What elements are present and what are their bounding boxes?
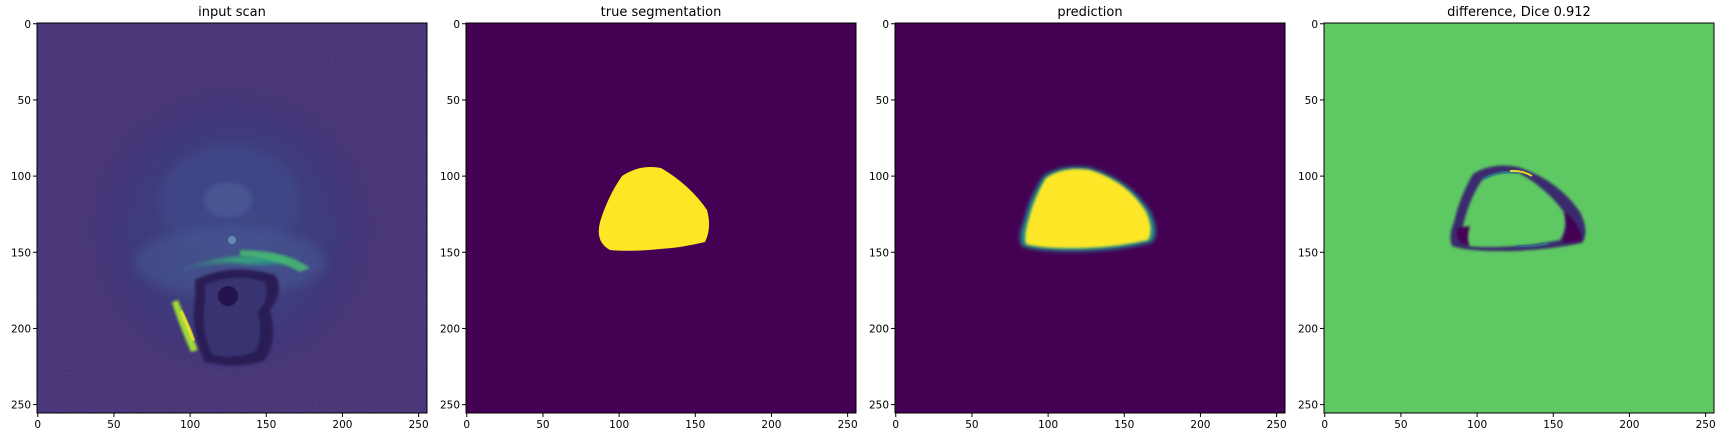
y-axis: 0 50 100 150 200 250 (11, 19, 37, 412)
panel-title: true segmentation (601, 5, 722, 20)
true-segmentation-image (466, 23, 856, 413)
x-tick-label: 250 (1696, 419, 1716, 431)
panel-title: input scan (198, 5, 266, 20)
y-tick-label: 150 (869, 247, 889, 259)
x-tick-label: 100 (1467, 419, 1487, 431)
panel-true-segmentation: true segmentation 0 50 100 150 200 250 0 50 100… (440, 5, 858, 431)
y-tick-label: 50 (876, 95, 889, 107)
y-tick-label: 250 (869, 400, 889, 412)
y-tick-label: 0 (24, 19, 31, 31)
y-tick-label: 150 (11, 247, 31, 259)
axes-frame (1323, 22, 1715, 414)
x-tick-label: 50 (1394, 419, 1407, 431)
x-tick-label: 50 (536, 419, 549, 431)
x-axis: 0 50 100 150 200 250 (34, 413, 429, 431)
y-axis: 0 50 100 150 200 250 (869, 19, 895, 412)
panel-input-scan: input scan 0 50 100 150 200 250 0 50 100 150 200 2… (11, 5, 429, 431)
y-tick-label: 100 (440, 171, 460, 183)
x-tick-label: 50 (965, 419, 978, 431)
y-axis: 0 50 100 150 200 250 (440, 19, 466, 412)
x-tick-label: 200 (1190, 419, 1210, 431)
y-tick-label: 0 (453, 19, 460, 31)
x-tick-label: 200 (332, 419, 352, 431)
y-tick-label: 0 (882, 19, 889, 31)
y-tick-label: 50 (18, 95, 31, 107)
x-tick-label: 100 (609, 419, 629, 431)
x-tick-label: 50 (107, 419, 120, 431)
prediction-mask (1025, 169, 1151, 249)
panel-title: difference, Dice 0.912 (1447, 5, 1591, 20)
x-tick-label: 150 (685, 419, 705, 431)
x-tick-label: 250 (1267, 419, 1287, 431)
y-tick-label: 50 (447, 95, 460, 107)
x-axis: 0 50 100 150 200 250 (892, 413, 1287, 431)
y-tick-label: 100 (11, 171, 31, 183)
prediction-image (895, 23, 1285, 413)
y-tick-label: 150 (440, 247, 460, 259)
axes-frame (894, 22, 1286, 414)
x-tick-label: 0 (892, 419, 899, 431)
y-tick-label: 150 (1298, 247, 1318, 259)
y-tick-label: 0 (1311, 19, 1318, 31)
y-tick-label: 100 (1298, 171, 1318, 183)
x-tick-label: 0 (1321, 419, 1328, 431)
y-tick-label: 200 (440, 323, 460, 335)
y-tick-label: 250 (11, 400, 31, 412)
panel-title: prediction (1057, 5, 1122, 20)
y-tick-label: 250 (440, 400, 460, 412)
x-tick-label: 0 (34, 419, 41, 431)
axes-frame (36, 22, 428, 414)
difference-image (1324, 23, 1714, 413)
x-tick-label: 200 (1619, 419, 1639, 431)
x-axis: 0 50 100 150 200 250 (463, 413, 858, 431)
x-tick-label: 200 (761, 419, 781, 431)
x-tick-label: 250 (838, 419, 858, 431)
x-tick-label: 250 (409, 419, 429, 431)
y-tick-label: 250 (1298, 400, 1318, 412)
axes-frame (465, 22, 857, 414)
y-axis: 0 50 100 150 200 250 (1298, 19, 1324, 412)
y-tick-label: 50 (1305, 95, 1318, 107)
y-tick-label: 200 (11, 323, 31, 335)
y-tick-label: 200 (869, 323, 889, 335)
x-axis: 0 50 100 150 200 250 (1321, 413, 1716, 431)
input-scan-image (37, 23, 427, 413)
panel-prediction: prediction 0 50 100 150 200 250 0 50 100 150 200 2… (869, 5, 1287, 431)
y-tick-label: 100 (869, 171, 889, 183)
x-tick-label: 150 (1543, 419, 1563, 431)
x-tick-label: 150 (1114, 419, 1134, 431)
x-tick-label: 100 (1038, 419, 1058, 431)
y-tick-label: 200 (1298, 323, 1318, 335)
segmentation-mask (598, 167, 710, 251)
panel-difference: difference, Dice 0.912 0 50 100 150 200 250 0… (1298, 5, 1716, 431)
x-tick-label: 100 (180, 419, 200, 431)
x-tick-label: 150 (256, 419, 276, 431)
x-tick-label: 0 (463, 419, 470, 431)
